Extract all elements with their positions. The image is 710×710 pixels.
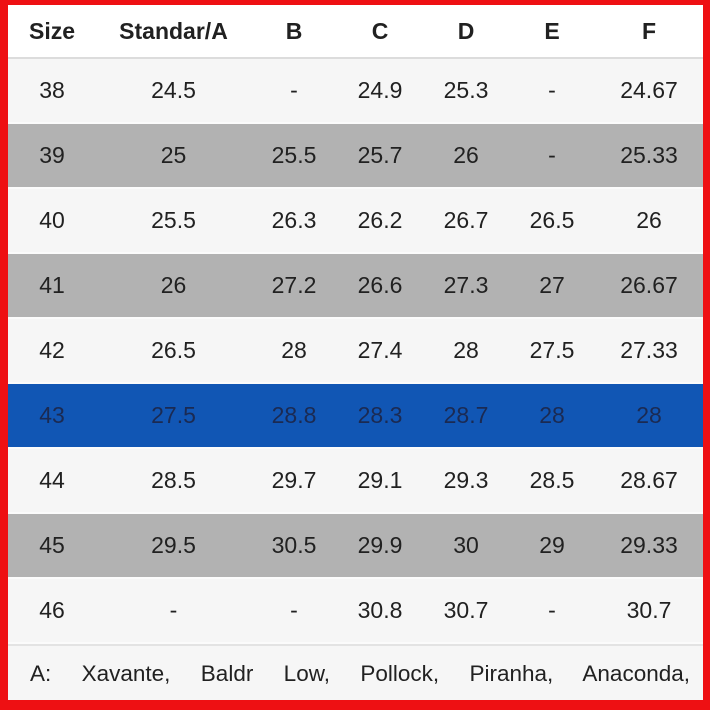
table-cell: 24.5	[151, 77, 196, 103]
table-cell: 28	[636, 402, 662, 428]
column-header-c: C	[371, 17, 389, 44]
table-cell: 28.7	[443, 402, 489, 428]
table-cell: 28.3	[357, 402, 403, 428]
table-row-size-46[interactable]: 46 - - 30.8 30.7 - 30.7	[8, 579, 703, 644]
table-cell: 29.1	[357, 467, 403, 493]
table-cell: 38	[39, 77, 65, 103]
table-cell: 27.5	[151, 402, 196, 428]
table-cell: -	[548, 142, 556, 168]
table-cell: 25.5	[151, 207, 196, 233]
table-cell: 29.5	[151, 532, 196, 558]
table-cell: 26.7	[443, 207, 489, 233]
table-cell: 28	[281, 337, 307, 363]
table-cell: 40	[39, 207, 65, 233]
column-header-b: B	[285, 17, 303, 44]
table-cell: 30	[453, 532, 479, 558]
table-cell: 26.2	[357, 207, 403, 233]
table-cell: 26.6	[357, 272, 403, 298]
table-cell: -	[290, 597, 298, 623]
table-cell: 30.7	[626, 597, 672, 623]
table-cell: 29.9	[357, 532, 403, 558]
table-cell: 25.33	[620, 142, 678, 168]
table-cell: 28.5	[151, 467, 196, 493]
column-header-size: Size	[28, 17, 76, 44]
column-header-f: F	[641, 17, 657, 44]
table-row-size-40[interactable]: 40 25.5 26.3 26.2 26.7 26.5 26	[8, 189, 703, 254]
table-cell: 25.5	[271, 142, 317, 168]
table-cell: 26.5	[529, 207, 575, 233]
footnote-text: A: Xavante, Baldr Low, Pollock, Piranha,…	[30, 661, 690, 686]
table-row-size-45[interactable]: 45 29.5 30.5 29.9 30 29 29.33	[8, 514, 703, 579]
column-header-standar-a: Standar/A	[119, 17, 228, 44]
table-cell: 26	[636, 207, 662, 233]
column-header-e: E	[544, 17, 560, 44]
table-cell: 26	[160, 272, 187, 298]
table-cell: 26.5	[151, 337, 196, 363]
table-cell: -	[548, 77, 556, 103]
table-cell: 30.5	[271, 532, 317, 558]
table-cell: 28.8	[271, 402, 317, 428]
table-cell: 43	[39, 402, 65, 428]
table-cell: 24.9	[357, 77, 403, 103]
table-cell: 28.5	[529, 467, 575, 493]
table-cell: -	[169, 597, 178, 623]
footnote-bar: A: Xavante, Baldr Low, Pollock, Piranha,…	[8, 644, 703, 700]
table-cell: 27.2	[271, 272, 317, 298]
table-cell: 26.3	[271, 207, 317, 233]
table-cell: 27.4	[357, 337, 403, 363]
table-cell: 29.3	[443, 467, 489, 493]
size-table-body: 38 24.5 - 24.9 25.3 - 24.67 39 25 25.5 25.7 26 - 25.3…	[8, 59, 703, 644]
table-cell: 30.7	[443, 597, 489, 623]
table-cell: 27.3	[443, 272, 489, 298]
table-cell: 28	[539, 402, 565, 428]
table-cell: 29	[539, 532, 565, 558]
table-cell: 26	[453, 142, 479, 168]
table-cell: 27	[539, 272, 565, 298]
table-row-size-39[interactable]: 39 25 25.5 25.7 26 - 25.33	[8, 124, 703, 189]
column-header-d: D	[457, 17, 475, 44]
table-row-size-43[interactable]: 43 27.5 28.8 28.3 28.7 28 28	[8, 384, 703, 449]
table-cell: 28	[453, 337, 479, 363]
table-cell: 42	[39, 337, 65, 363]
table-cell: 30.8	[357, 597, 403, 623]
table-cell: 27.5	[529, 337, 575, 363]
table-cell: 25.7	[357, 142, 403, 168]
table-cell: 44	[39, 467, 65, 493]
table-cell: 29.7	[271, 467, 317, 493]
table-cell: -	[548, 597, 556, 623]
size-table-header-row: Size Standar/A B C D E F	[8, 5, 703, 59]
table-cell: 41	[39, 272, 65, 298]
table-cell: 46	[39, 597, 65, 623]
table-cell: 28.67	[620, 467, 678, 493]
table-cell: 26.67	[620, 272, 678, 298]
table-cell: 25.3	[443, 77, 489, 103]
table-cell: 29.33	[620, 532, 678, 558]
table-row-size-44[interactable]: 44 28.5 29.7 29.1 29.3 28.5 28.67	[8, 449, 703, 514]
table-cell: 24.67	[620, 77, 678, 103]
table-cell: 27.33	[620, 337, 678, 363]
table-cell: 45	[39, 532, 65, 558]
table-row-size-42[interactable]: 42 26.5 28 27.4 28 27.5 27.33	[8, 319, 703, 384]
table-cell: -	[290, 77, 298, 103]
table-cell: 39	[39, 142, 65, 168]
table-row-size-41[interactable]: 41 26 27.2 26.6 27.3 27 26.67	[8, 254, 703, 319]
table-row-size-38[interactable]: 38 24.5 - 24.9 25.3 - 24.67	[8, 59, 703, 124]
table-cell: 25	[160, 142, 187, 168]
